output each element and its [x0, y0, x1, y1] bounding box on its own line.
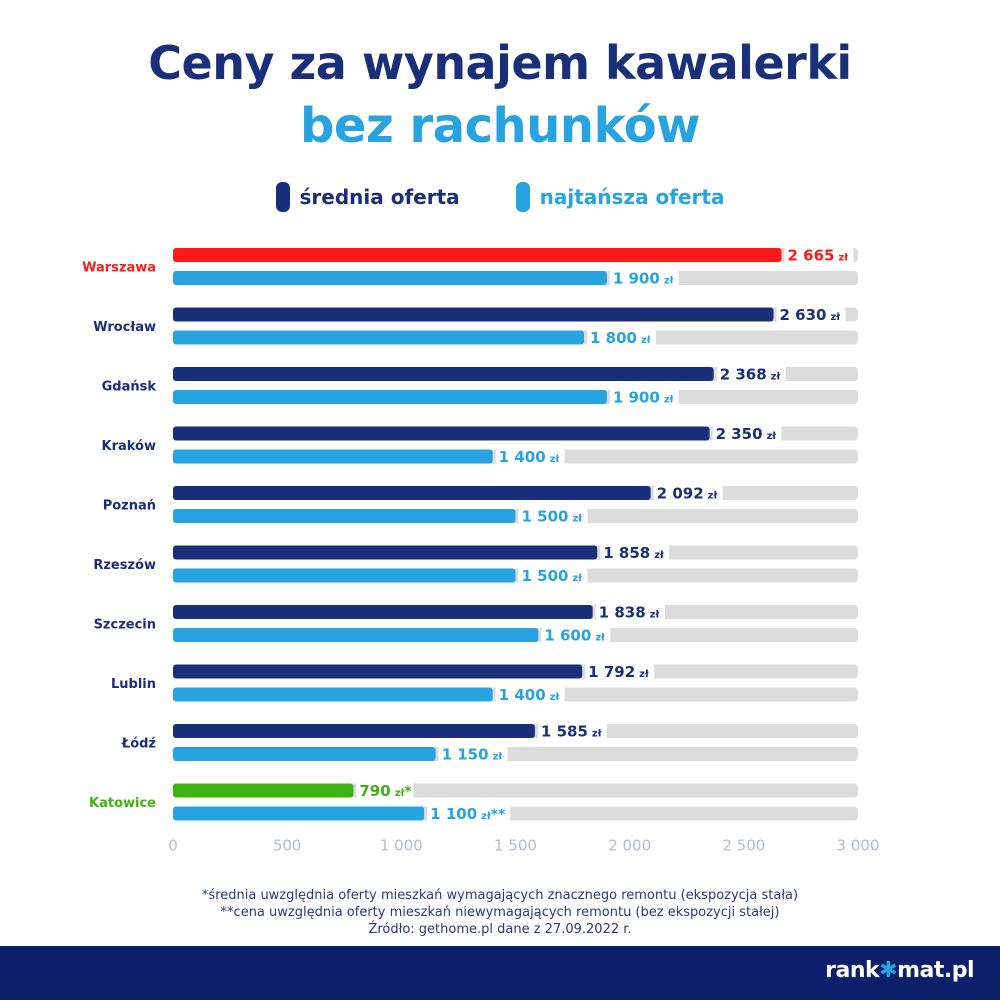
data-label-background	[585, 663, 655, 680]
data-label: 2 665 zł	[788, 247, 849, 265]
x-tick-label: 2 500	[722, 837, 765, 855]
bar	[173, 628, 539, 642]
bar	[173, 568, 516, 583]
data-label: 1 585 zł	[541, 723, 602, 741]
bar	[173, 390, 607, 404]
data-label-background	[784, 247, 854, 263]
data-label-background	[712, 425, 782, 442]
category-label: Szczecin	[94, 618, 156, 633]
chart-title: Ceny za wynajem kawalerki	[148, 36, 852, 90]
bar	[173, 486, 651, 500]
data-label: 1 900 zł	[613, 270, 674, 288]
category-label: Lublin	[111, 677, 156, 692]
category-label: Wrocław	[93, 320, 156, 335]
bar-chart: Warszawa 2 665 zł 1 900 zł Wrocław 2 630 zł 1 80…	[82, 247, 880, 855]
data-label: 2 350 zł	[716, 425, 777, 443]
bar	[173, 664, 583, 679]
footnote-average: *średnia uwzględnia oferty mieszkań wyma…	[201, 888, 799, 903]
footnotes: *średnia uwzględnia oferty mieszkań wyma…	[0, 887, 1000, 938]
bar	[173, 724, 535, 738]
data-label-background	[495, 448, 565, 465]
footnote-source: Źródło: gethome.pl dane z 27.09.2022 r.	[368, 922, 632, 937]
data-label-background	[600, 544, 670, 561]
data-label: 2 630 zł	[780, 306, 841, 324]
bar	[173, 806, 425, 821]
brand-star-icon: ✱	[879, 958, 898, 983]
category-label: Katowice	[89, 796, 156, 811]
data-label-background	[541, 627, 611, 643]
bar	[173, 367, 714, 381]
data-label: 1 792 zł	[588, 663, 649, 681]
data-label-background	[495, 686, 565, 703]
data-label-background	[356, 782, 414, 799]
data-label-background	[609, 270, 679, 286]
bar	[173, 783, 354, 798]
data-label: 1 100 zł**	[430, 805, 506, 823]
data-label: 1 858 zł	[603, 544, 664, 562]
data-label: 1 500 zł	[522, 508, 583, 526]
data-label: 1 400 zł	[499, 686, 560, 704]
data-label-background	[653, 485, 723, 501]
data-label-background	[518, 567, 588, 584]
x-tick-label: 500	[273, 837, 302, 855]
data-label-background	[609, 389, 679, 405]
footer-bar: rank✱mat.pl	[0, 946, 1000, 1000]
legend: średnia oferta najtańsza oferta	[0, 182, 1000, 212]
bar	[173, 248, 782, 262]
brand-text-end: mat.pl	[897, 958, 974, 983]
data-label: 1 150 zł	[442, 746, 503, 764]
data-label-background	[716, 366, 786, 382]
legend-label-cheapest: najtańsza oferta	[539, 185, 725, 209]
category-label: Gdańsk	[102, 380, 157, 395]
bar	[173, 271, 607, 285]
bar	[173, 330, 584, 345]
x-tick-label: 3 000	[837, 837, 880, 855]
legend-item-cheapest: najtańsza oferta	[515, 182, 725, 212]
data-label: 1 500 zł	[522, 567, 583, 585]
legend-item-avg: średnia oferta	[275, 182, 460, 212]
bar	[173, 687, 493, 702]
brand-text-start: rank	[825, 958, 880, 983]
data-label: 790 zł*	[359, 782, 412, 800]
category-label: Poznań	[103, 499, 156, 514]
category-label: Warszawa	[82, 261, 156, 276]
footnote-price: **cena uwzględnia oferty mieszkań niewym…	[220, 905, 780, 920]
category-label: Rzeszów	[93, 558, 156, 573]
category-label: Kraków	[102, 439, 157, 454]
legend-swatch-avg	[275, 182, 290, 212]
data-label-background	[537, 723, 607, 739]
data-label-background	[518, 508, 588, 524]
chart-subtitle: bez rachunków	[299, 98, 701, 154]
data-label-background	[595, 604, 665, 620]
brand-logo: rank✱mat.pl	[825, 958, 974, 983]
data-label: 1 400 zł	[499, 448, 560, 466]
category-label: Łódź	[121, 737, 156, 752]
bar	[173, 605, 593, 619]
data-label: 1 900 zł	[613, 389, 674, 407]
data-label: 2 092 zł	[657, 485, 718, 503]
bar	[173, 747, 436, 761]
data-label: 1 838 zł	[599, 604, 660, 622]
x-tick-label: 1 500	[494, 837, 537, 855]
data-label: 1 800 zł	[590, 329, 651, 347]
legend-label-avg: średnia oferta	[299, 185, 460, 209]
bar	[173, 426, 710, 441]
x-tick-label: 1 000	[380, 837, 423, 855]
data-label: 1 600 zł	[544, 627, 605, 645]
bar	[173, 307, 774, 322]
bar	[173, 545, 598, 560]
x-tick-label: 0	[168, 837, 178, 855]
data-label-background	[438, 746, 508, 762]
legend-swatch-cheapest	[515, 182, 530, 212]
bar	[173, 509, 516, 523]
data-label-background	[587, 329, 656, 346]
data-label-background	[776, 306, 846, 323]
bar	[173, 449, 493, 464]
data-label-background	[427, 805, 511, 822]
data-label: 2 368 zł	[720, 366, 781, 384]
x-tick-label: 2 000	[608, 837, 651, 855]
